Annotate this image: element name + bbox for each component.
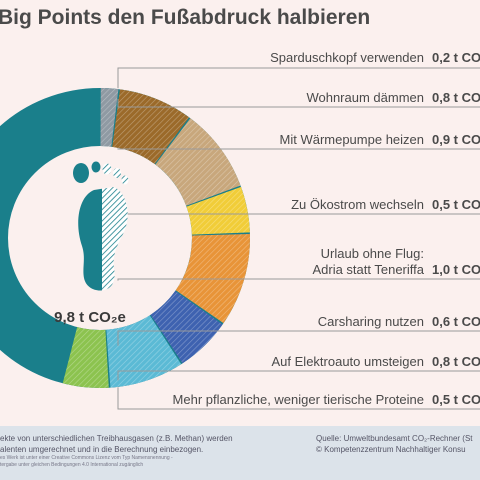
- footprint-half-hatched: [102, 163, 129, 291]
- footprint-half-solid: [73, 161, 102, 291]
- footer-source: Quelle: Umweltbundesamt CO₂-Rechner (St …: [316, 433, 473, 455]
- footer-note: ekte von unterschiedlichen Treibhausgase…: [0, 433, 290, 469]
- row-label: Auf Elektroauto umsteigen: [272, 354, 424, 369]
- row-value: 0,8 t CO: [432, 354, 480, 369]
- row-label: Adria statt Teneriffa: [312, 262, 424, 277]
- leader-line: [117, 98, 480, 108]
- donut-segment-hatch: [150, 291, 223, 364]
- source-line: © Kompetenzzentrum Nachhaltiger Konsu: [316, 445, 466, 454]
- row-value: 0,5 t CO: [432, 197, 480, 212]
- donut-segment-hatch: [62, 327, 109, 388]
- footer-note-line: alenten umgerechnet und in die Berechnun…: [0, 445, 204, 454]
- row-label: Zu Ökostrom wechseln: [291, 197, 424, 212]
- row-value: 1,0 t CO: [432, 262, 480, 277]
- leader-line: [117, 387, 480, 410]
- row-value: 0,8 t CO: [432, 90, 480, 105]
- donut-segment-hatch: [100, 88, 119, 147]
- row-label: Sparduschkopf verwenden: [270, 50, 424, 65]
- page-title: Big Points den Fußabdruck halbieren: [0, 6, 371, 29]
- row-label: Wohnraum dämmen: [306, 90, 424, 105]
- row-value: 0,5 t CO: [432, 392, 480, 407]
- row-label: Urlaub ohne Flug:: [321, 246, 424, 261]
- row-value: 0,2 t CO: [432, 50, 480, 65]
- donut-segment-hatch: [186, 186, 250, 235]
- row-label: Carsharing nutzen: [318, 314, 424, 329]
- license-line: tergabe unter gleichen Bedingungen 4.0 I…: [0, 462, 144, 468]
- footer: ekte von unterschiedlichen Treibhausgase…: [0, 426, 480, 480]
- row-value: 0,6 t CO: [432, 314, 480, 329]
- row-value: 0,9 t CO: [432, 132, 480, 147]
- footprint-icon: [73, 161, 129, 291]
- leader-line: [117, 330, 480, 346]
- donut-segment-hatch: [106, 315, 182, 388]
- row-label: Mehr pflanzliche, weniger tierische Prot…: [173, 392, 424, 407]
- leader-line: [117, 148, 480, 150]
- license-line: es Werk ist unter einer Creative Commons…: [0, 455, 173, 461]
- leader-line: [117, 278, 480, 281]
- leader-line: [117, 370, 480, 381]
- donut-segment-hatch: [155, 118, 241, 206]
- leader-line: [117, 67, 480, 89]
- footer-note-line: ekte von unterschiedlichen Treibhausgase…: [0, 434, 233, 443]
- donut-segment-hatch: [112, 89, 190, 164]
- row-label: Mit Wärmepumpe heizen: [280, 132, 425, 147]
- donut-chart: Sparduschkopf verwenden 0,2 t CO Wohnraum …: [0, 50, 480, 410]
- total-value-label: 9,8 t CO₂e: [54, 309, 126, 326]
- source-line: Quelle: Umweltbundesamt CO₂-Rechner (St: [316, 434, 473, 443]
